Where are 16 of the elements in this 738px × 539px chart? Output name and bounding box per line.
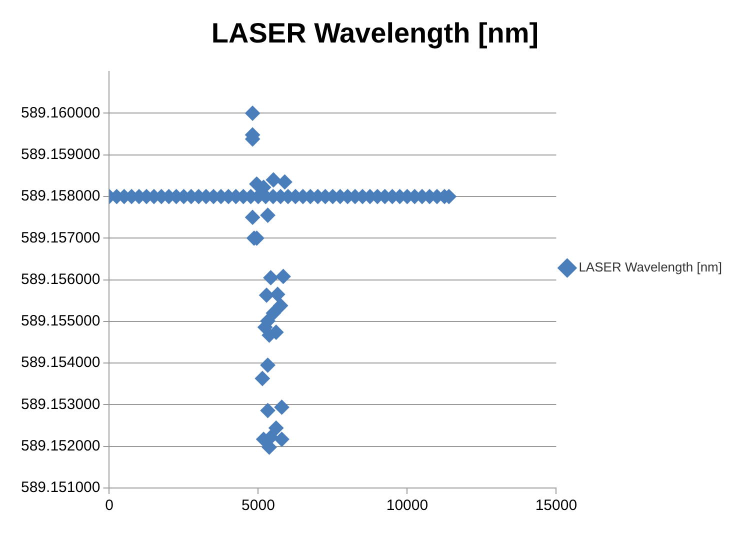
x-tick-label: 10000 bbox=[386, 497, 428, 514]
y-tick-label: 589.152000 bbox=[21, 438, 100, 454]
x-tick-label: 5000 bbox=[242, 497, 275, 514]
chart-title: LASER Wavelength [nm] bbox=[211, 18, 539, 49]
y-tick-label: 589.153000 bbox=[21, 396, 100, 413]
y-tick-label: 589.158000 bbox=[21, 188, 100, 205]
y-tick-label: 589.155000 bbox=[21, 312, 100, 330]
x-tick-label: 15000 bbox=[535, 497, 578, 514]
y-tick-label: 589.157000 bbox=[21, 229, 100, 246]
y-tick-label: 589.151000 bbox=[21, 479, 100, 496]
y-tick-label: 589.154000 bbox=[21, 354, 100, 372]
y-tick-label: 589.156000 bbox=[21, 270, 100, 288]
y-tick-label: 589.160000 bbox=[21, 104, 100, 122]
x-tick-label: 0 bbox=[105, 497, 114, 514]
legend-label: LASER Wavelength [nm] bbox=[578, 260, 722, 275]
y-tick-label: 589.159000 bbox=[21, 146, 100, 164]
